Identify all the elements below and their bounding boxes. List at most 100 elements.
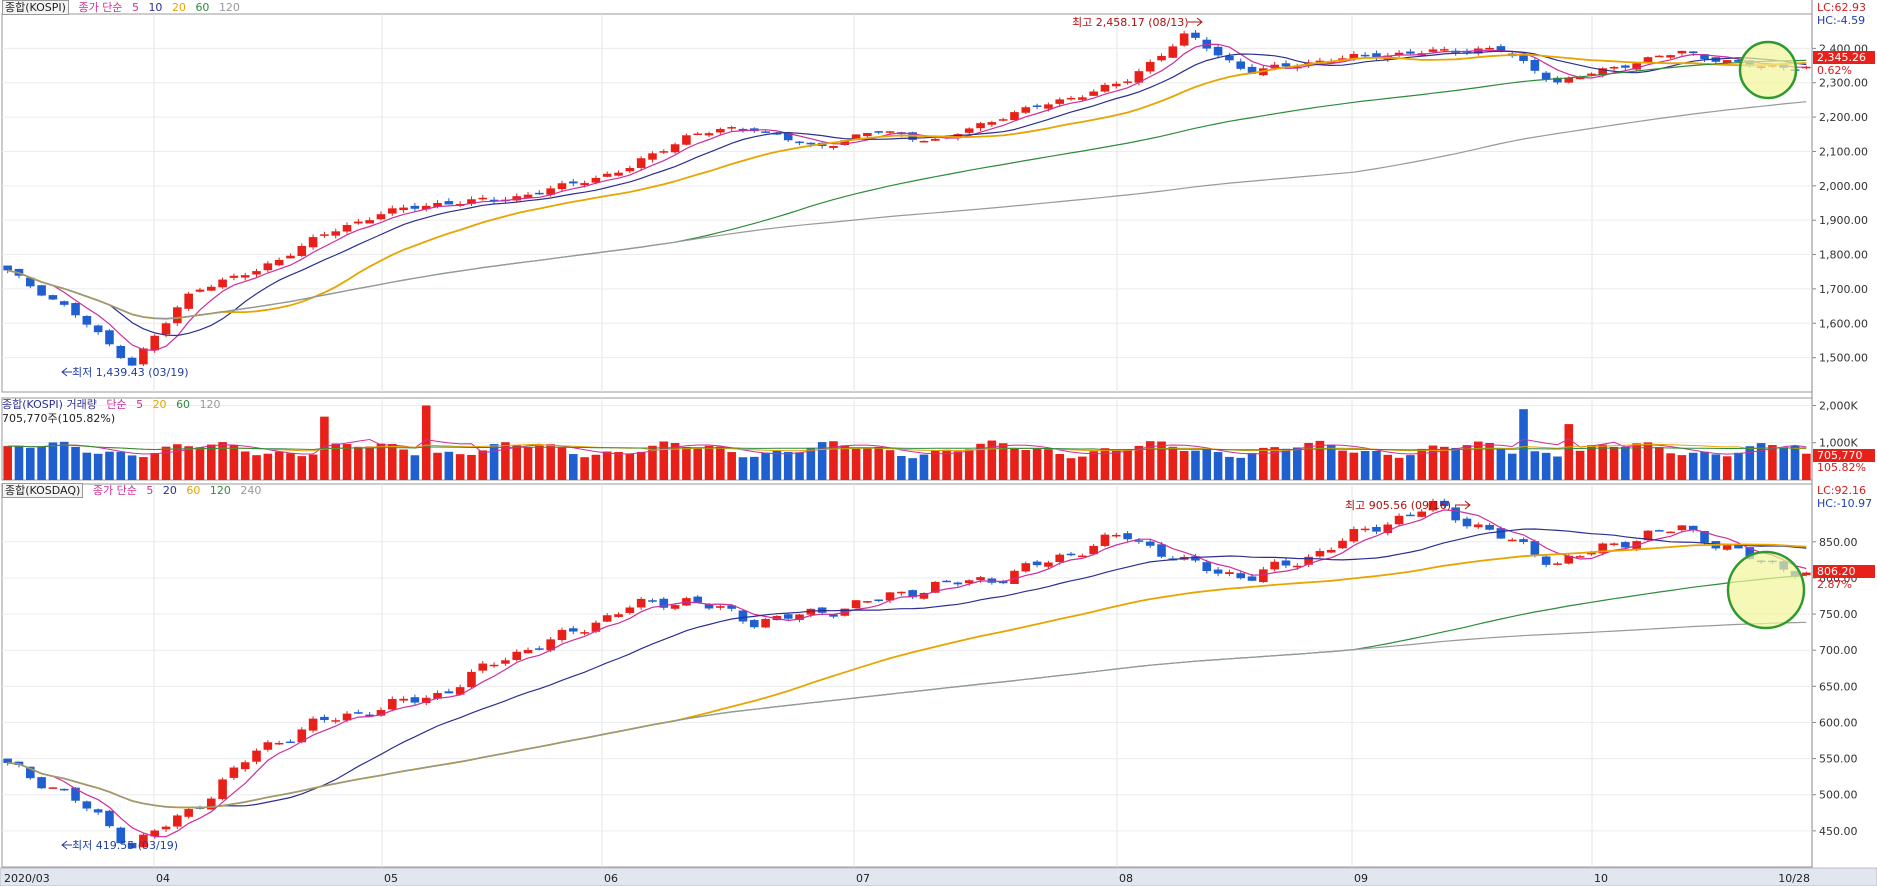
volume-bar <box>1123 449 1132 480</box>
volume-name[interactable]: 종합(KOSPI) 거래량 <box>2 398 97 411</box>
x-axis-label: 05 <box>384 872 398 885</box>
x-axis-label: 07 <box>856 872 870 885</box>
kosdaq-ma240: 240 <box>240 484 262 497</box>
kosdaq-candle-body <box>1247 576 1257 581</box>
kosdaq-candle-body <box>25 766 35 779</box>
volume-bar <box>1541 452 1551 480</box>
kosdaq-candle-body <box>1496 528 1506 539</box>
volume-bar <box>1372 450 1381 480</box>
kosdaq-candle-body <box>365 714 374 717</box>
kosdaq-name[interactable]: 종합(KOSDAQ) <box>2 483 84 498</box>
kospi-candle-body <box>851 134 861 140</box>
kosdaq-candle-body <box>670 605 680 609</box>
kosdaq-candle-body <box>625 607 635 613</box>
volume-bar <box>557 447 567 480</box>
kospi-tick-label: 1,500.00 <box>1819 352 1868 365</box>
kospi-name[interactable]: 종합(KOSPI) <box>2 0 69 15</box>
volume-bar <box>1440 446 1449 480</box>
kospi-candle-body <box>1066 97 1076 100</box>
kosdaq-high-arrow <box>1455 500 1471 510</box>
kosdaq-candle-body <box>1598 543 1608 554</box>
volume-bar <box>1078 456 1087 480</box>
kosdaq-candle-body <box>354 712 363 714</box>
volume-bar <box>1315 440 1325 480</box>
volume-bar <box>1496 449 1506 480</box>
volume-bar <box>1745 446 1755 480</box>
volume-bar <box>354 446 363 480</box>
volume-bar <box>1145 441 1155 480</box>
kosdaq-candle-body <box>1010 570 1019 584</box>
kospi-legend: 종합(KOSPI) 종가 단순 5 10 20 60 120 <box>2 0 246 15</box>
kospi-candle-body <box>1609 67 1619 69</box>
volume-bar <box>365 446 374 480</box>
kospi-candle-body <box>1643 57 1653 63</box>
kosdaq-candle-body <box>1688 525 1698 531</box>
kospi-tick-label: 2,000.00 <box>1819 180 1868 193</box>
kosdaq-ma20: 20 <box>162 484 177 497</box>
volume-bar <box>1700 451 1709 480</box>
volume-bar <box>127 455 137 480</box>
kosdaq-low-note: 최저 419.55 (03/19) <box>72 839 178 852</box>
kospi-change: 0.62% <box>1817 64 1852 77</box>
kospi-candle-body <box>1519 55 1528 61</box>
volume-bar <box>1779 447 1789 480</box>
kospi-candle-body <box>331 231 341 236</box>
kosdaq-candle-body <box>308 718 318 731</box>
kospi-ma60: 60 <box>195 1 210 14</box>
kosdaq-candle-body <box>1270 561 1279 570</box>
volume-bar <box>761 452 770 480</box>
volume-bar <box>795 452 804 480</box>
volume-bar <box>1179 450 1189 480</box>
volume-bar <box>682 446 691 480</box>
kosdaq-candle-body <box>331 720 341 722</box>
volume-bar <box>942 449 951 480</box>
kosdaq-candle-body <box>1643 530 1653 541</box>
volume-ma20-line <box>7 443 1807 452</box>
kospi-candle-body <box>93 325 103 333</box>
volume-bar <box>1553 456 1562 480</box>
kosdaq-candle-body <box>240 762 250 770</box>
kosdaq-candle-body <box>1734 544 1743 549</box>
kosdaq-change: 2.87% <box>1817 578 1852 591</box>
kospi-candle-body <box>1440 49 1449 51</box>
kospi-candle-body <box>953 134 963 139</box>
kospi-candle-body <box>998 119 1008 121</box>
volume-bar <box>399 449 408 480</box>
kospi-candle-body <box>195 289 205 292</box>
kospi-candle-body <box>421 205 431 210</box>
kosdaq-candle-body <box>761 618 770 628</box>
kospi-candle-body <box>1032 105 1042 107</box>
kospi-candle-body <box>308 237 318 248</box>
kosdaq-ma5-line <box>7 509 1807 838</box>
kospi-candle-body <box>806 142 816 145</box>
kospi-candle-body <box>1677 50 1687 54</box>
kospi-ma5: 5 <box>131 1 139 14</box>
volume-bar <box>1621 446 1630 480</box>
kosdaq-candle-body <box>659 598 669 608</box>
volume-bar <box>591 454 601 480</box>
kospi-candle-body <box>1621 65 1630 68</box>
kosdaq-candle-body <box>512 651 522 660</box>
volume-bar <box>489 444 499 480</box>
volume-bar <box>1066 458 1076 480</box>
kosdaq-low-arrow <box>61 840 72 850</box>
volume-bar <box>286 453 295 480</box>
kosdaq-legend: 종합(KOSDAQ) 종가 단순 5 20 60 120 240 <box>2 483 267 498</box>
kosdaq-candle-body <box>1802 572 1811 576</box>
kosdaq-ma240-line <box>7 621 1807 809</box>
kosdaq-tick-label: 450.00 <box>1819 825 1858 838</box>
kosdaq-candle-body <box>964 580 974 584</box>
kospi-candle-body <box>863 132 872 137</box>
kospi-candle-body <box>1134 71 1144 83</box>
kospi-candle-body <box>467 199 476 204</box>
volume-bar <box>1734 452 1743 480</box>
kospi-candle-body <box>478 197 488 200</box>
kosdaq-candle-body <box>1055 554 1065 563</box>
kospi-candle-body <box>795 141 804 144</box>
kosdaq-candle-body <box>523 649 533 654</box>
volume-bar <box>240 451 250 480</box>
volume-bar <box>897 456 906 480</box>
kospi-candle-body <box>1530 60 1540 71</box>
volume-ma5: 5 <box>136 398 144 411</box>
